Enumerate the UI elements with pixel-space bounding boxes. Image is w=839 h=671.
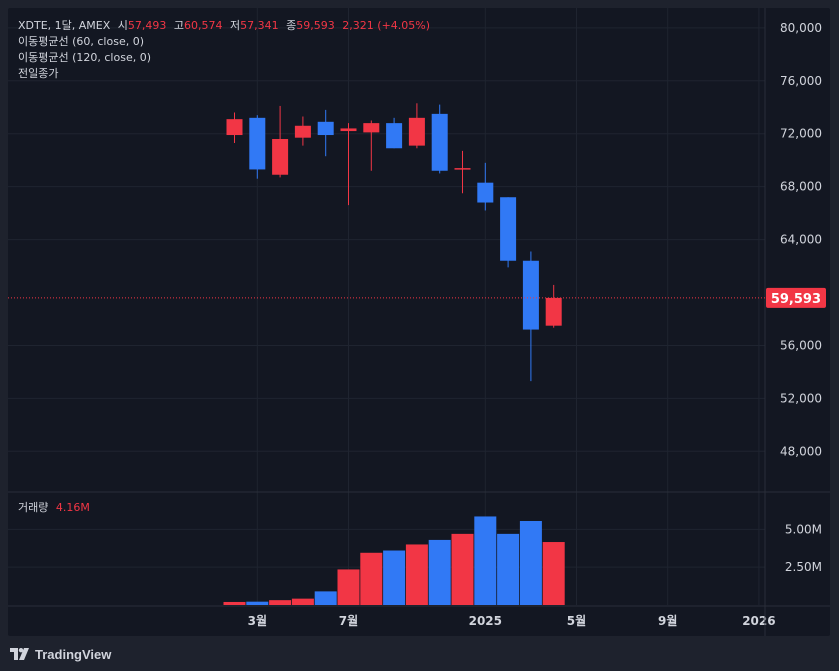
- price-legend: XDTE, 1달, AMEX 시57,493 고60,574 저57,341 종…: [18, 18, 430, 82]
- volume-bar: [542, 542, 565, 605]
- legend-close-label: 종: [286, 19, 297, 32]
- legend-low: 57,341: [240, 19, 279, 32]
- candle-body: [272, 139, 289, 175]
- time-tick-label: 7월: [339, 613, 358, 628]
- footer: TradingView: [0, 636, 839, 671]
- price-tick-label: 68,000: [780, 180, 822, 194]
- axes: 80,000 76,000 72,000 68,000 64,000 56,000 52,0…: [8, 8, 830, 636]
- candle-body: [317, 121, 334, 136]
- volume-bar: [474, 516, 497, 605]
- volume-bar: [405, 544, 428, 605]
- volume-bar: [519, 521, 542, 605]
- volume-legend-label: 거래량: [18, 501, 49, 514]
- legend-symbol: XDTE, 1달, AMEX: [18, 19, 111, 32]
- time-tick-label: 3월: [248, 613, 267, 628]
- legend-change: 2,321 (+4.05%): [342, 19, 431, 32]
- tradingview-brand: TradingView: [35, 646, 112, 662]
- volume-bar: [337, 569, 360, 605]
- candle-body: [294, 125, 311, 138]
- legend-low-label: 저: [230, 19, 241, 32]
- chart-svg[interactable]: 80,000 76,000 72,000 68,000 64,000 56,000 52,0…: [8, 8, 830, 636]
- time-tick-label: 2025: [469, 614, 502, 628]
- candle-body: [249, 117, 266, 170]
- candle-body: [408, 117, 425, 146]
- time-tick-label: 9월: [658, 613, 677, 628]
- indicator-ma120[interactable]: 이동평균선 (120, close, 0): [18, 51, 151, 64]
- volume-bar: [360, 552, 383, 605]
- volume-bar: [428, 539, 451, 605]
- volume-tick-label: 5.00M: [785, 522, 822, 536]
- volume-bar: [314, 591, 337, 605]
- candles: [226, 103, 562, 382]
- legend-high-label: 고: [173, 19, 185, 32]
- candle-body: [340, 128, 357, 132]
- volume-bar: [223, 601, 246, 605]
- volume-bar: [497, 533, 520, 605]
- tradingview-logo[interactable]: TradingView: [10, 646, 111, 662]
- price-tick-label: 64,000: [780, 233, 822, 247]
- time-tick-label: 5월: [567, 613, 586, 628]
- volume-bar: [451, 533, 474, 605]
- candle-body: [454, 168, 471, 170]
- indicator-ma60[interactable]: 이동평균선 (60, close, 0): [18, 35, 144, 48]
- legend-high: 60,574: [184, 19, 223, 32]
- volume-legend-value: 4.16M: [55, 501, 90, 514]
- volume-tick-label: 2.50M: [785, 560, 822, 574]
- indicator-prev-close[interactable]: 전일종가: [18, 67, 59, 80]
- candle-body: [431, 113, 448, 171]
- volume-bar: [383, 550, 406, 605]
- price-tick-label: 52,000: [780, 391, 822, 405]
- candle-body: [226, 119, 243, 136]
- legend-open-label: 시: [117, 19, 128, 32]
- candle-body: [522, 260, 539, 330]
- legend-close: 59,593: [296, 19, 335, 32]
- candle-body: [386, 123, 403, 149]
- legend-ohlc-row: XDTE, 1달, AMEX 시57,493 고60,574 저57,341 종…: [18, 18, 430, 34]
- price-tick-label: 48,000: [780, 444, 822, 458]
- last-price-label: 59,593: [771, 292, 821, 307]
- time-tick-label: 2026: [742, 614, 775, 628]
- grid: [8, 8, 765, 605]
- volume-bar: [246, 601, 269, 605]
- candle-body: [363, 123, 380, 133]
- volume-legend: 거래량 4.16M: [18, 500, 90, 516]
- price-tick-label: 76,000: [780, 74, 822, 88]
- volume-bar: [269, 600, 292, 605]
- candle-body: [500, 197, 517, 261]
- chart-frame: 80,000 76,000 72,000 68,000 64,000 56,000 52,0…: [8, 8, 830, 636]
- last-price-label-bg: [766, 287, 826, 308]
- volume-bar: [291, 598, 314, 605]
- candle-body: [477, 182, 494, 203]
- legend-open: 57,493: [127, 19, 167, 32]
- price-tick-label: 72,000: [780, 127, 822, 141]
- price-tick-label: 56,000: [780, 338, 822, 352]
- price-tick-label: 80,000: [780, 21, 822, 35]
- tradingview-logo-icon: [10, 648, 29, 660]
- volume-bars: [223, 516, 565, 605]
- candle-body: [545, 297, 562, 326]
